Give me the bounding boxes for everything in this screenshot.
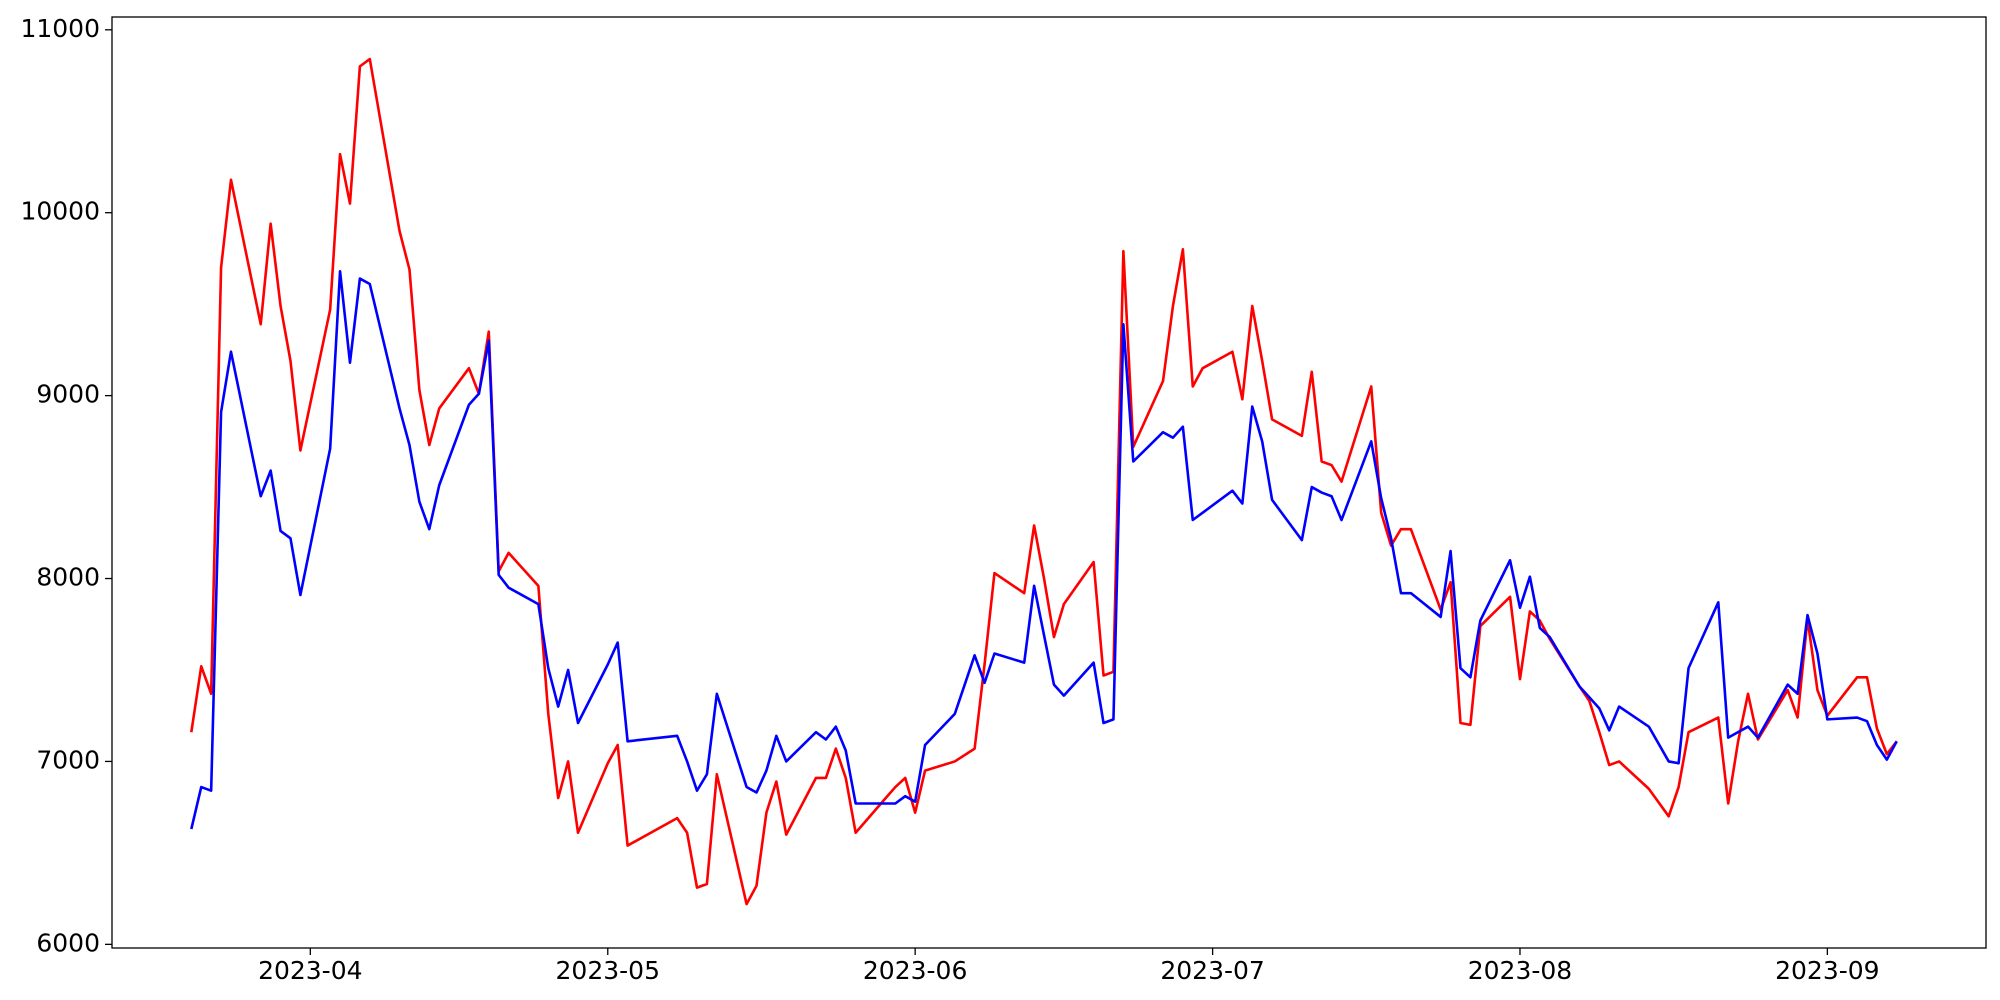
x-tick-label: 2023-08 bbox=[1468, 956, 1572, 985]
plot-frame bbox=[111, 16, 1987, 949]
line-series bbox=[190, 269, 1898, 830]
y-tick-label: 11000 bbox=[20, 14, 100, 43]
x-tick-label: 2023-06 bbox=[863, 956, 967, 985]
y-tick-label: 8000 bbox=[36, 563, 100, 592]
x-tick-label: 2023-09 bbox=[1775, 956, 1879, 985]
x-tick-label: 2023-04 bbox=[258, 956, 362, 985]
y-tick-label: 10000 bbox=[20, 197, 100, 226]
x-tick-label: 2023-05 bbox=[556, 956, 660, 985]
y-tick-label: 6000 bbox=[36, 928, 100, 957]
line-series bbox=[190, 57, 1898, 906]
x-tick-label: 2023-07 bbox=[1160, 956, 1264, 985]
y-tick-label: 7000 bbox=[36, 745, 100, 774]
y-tick-label: 9000 bbox=[36, 380, 100, 409]
